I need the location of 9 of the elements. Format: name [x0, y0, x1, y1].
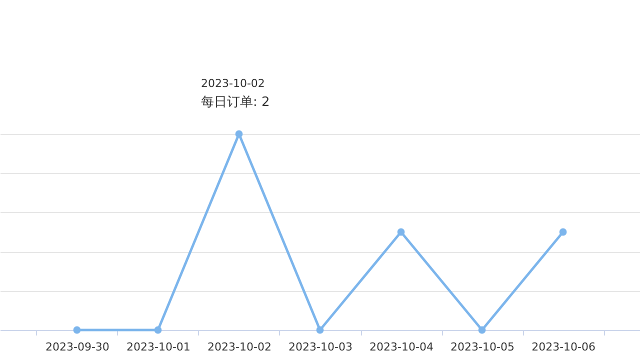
x-tick-label: 2023-10-06 — [532, 340, 596, 354]
x-tick-label: 2023-10-03 — [288, 340, 352, 354]
x-tick-label: 2023-10-02 — [208, 340, 272, 354]
annotation: 每日订单: 2 — [200, 95, 270, 110]
x-tick-label: 2023-10-05 — [450, 340, 514, 354]
x-tick-label: 2023-10-01 — [126, 340, 190, 354]
text: 2023-10-02 — [200, 77, 265, 90]
x-tick-label: 2023-10-04 — [370, 340, 434, 354]
x-tick-label: 2023-09-30 — [45, 340, 110, 354]
